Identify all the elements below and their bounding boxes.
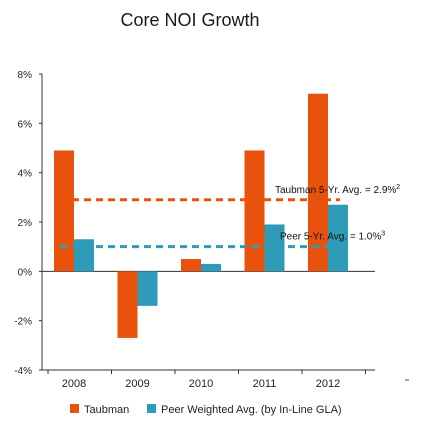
y-tick-label: 4% — [18, 169, 33, 180]
bar — [328, 204, 348, 272]
legend: Taubman Peer Weighted Avg. (by In-Line GL… — [70, 404, 342, 416]
y-tick-label: -4% — [14, 366, 32, 377]
y-tick-label: 2% — [18, 218, 33, 229]
x-tick-label: 2012 — [316, 378, 340, 390]
reference-line-label: Taubman 5-Yr. Avg. = 2.9%2 — [275, 184, 400, 196]
reference-lines: Taubman 5-Yr. Avg. = 2.9%2 Peer 5-Yr. Avg… — [60, 184, 400, 249]
bar — [117, 271, 138, 338]
axes: -4% -2% 0% 2% 4% 6% 8% 2008 2009 2010 2011 2012 — [14, 70, 409, 390]
y-tick-label: -2% — [14, 317, 32, 328]
legend-swatch — [70, 404, 79, 413]
legend-label: Taubman — [84, 404, 129, 416]
x-tick-label: 2008 — [62, 378, 86, 390]
legend-label: Peer Weighted Avg. (by In-Line GLA) — [161, 404, 342, 416]
bar — [181, 259, 201, 272]
bar — [264, 224, 285, 272]
y-tick-label: 0% — [18, 267, 33, 278]
bar — [137, 271, 158, 306]
legend-swatch — [147, 404, 156, 413]
x-tick-label: 2011 — [253, 378, 277, 390]
y-tick-label: 8% — [18, 70, 33, 81]
bar — [244, 150, 265, 272]
bar — [74, 239, 94, 272]
bar — [308, 93, 328, 272]
bar — [201, 263, 221, 272]
bars — [54, 93, 348, 338]
y-tick-label: 6% — [18, 119, 33, 130]
x-tick-label: 2010 — [189, 378, 213, 390]
chart-title: Core NOI Growth — [120, 10, 260, 30]
reference-line-label: Peer 5-Yr. Avg. = 1.0%3 — [280, 231, 385, 243]
x-tick-label: 2009 — [125, 378, 149, 390]
bar — [54, 150, 74, 272]
